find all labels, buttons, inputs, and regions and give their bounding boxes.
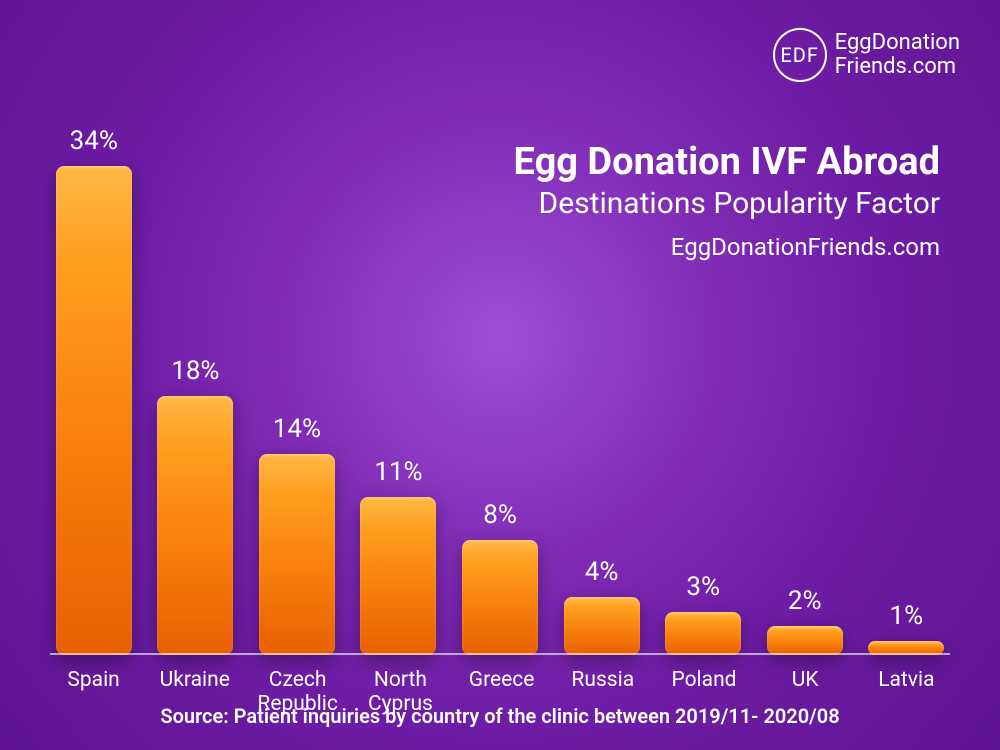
bar-col: 2% — [766, 586, 844, 655]
logo-text-line2: Friends.com — [835, 55, 960, 79]
bar-col: 1% — [868, 601, 946, 655]
logo-text-line1: EggDonation — [835, 31, 960, 55]
bar-value-label: 3% — [686, 572, 720, 602]
bar-value-label: 14% — [273, 414, 321, 444]
chart-baseline — [50, 653, 950, 655]
bar-col: 34% — [55, 126, 133, 655]
bar — [767, 626, 843, 655]
bar-chart: 34% 18% 14% 11% 8% 4% 3% 2% 1% — [55, 120, 945, 655]
logo-badge: EDF — [773, 28, 827, 82]
bar-value-label: 1% — [889, 601, 923, 631]
bar-col: 18% — [157, 356, 235, 655]
chart-source: Source: Patient inquiries by country of … — [0, 704, 1000, 728]
logo-text: EggDonation Friends.com — [835, 31, 960, 79]
bar-value-label: 2% — [788, 586, 822, 616]
bar-col: 11% — [360, 457, 438, 655]
bar — [56, 166, 132, 655]
bar-value-label: 11% — [374, 457, 422, 487]
bar — [157, 396, 233, 655]
bar-col: 14% — [258, 414, 336, 655]
bar-value-label: 8% — [483, 500, 517, 530]
bar — [360, 497, 436, 655]
bar-col: 8% — [461, 500, 539, 655]
bar-value-label: 34% — [70, 126, 118, 156]
bar — [259, 454, 335, 655]
bar-col: 3% — [664, 572, 742, 655]
bar-value-label: 4% — [585, 557, 619, 587]
bar — [665, 612, 741, 655]
bar — [462, 540, 538, 655]
bar-col: 4% — [563, 557, 641, 655]
brand-logo: EDF EggDonation Friends.com — [773, 28, 960, 82]
bar-value-label: 18% — [171, 356, 219, 386]
bar — [564, 597, 640, 655]
